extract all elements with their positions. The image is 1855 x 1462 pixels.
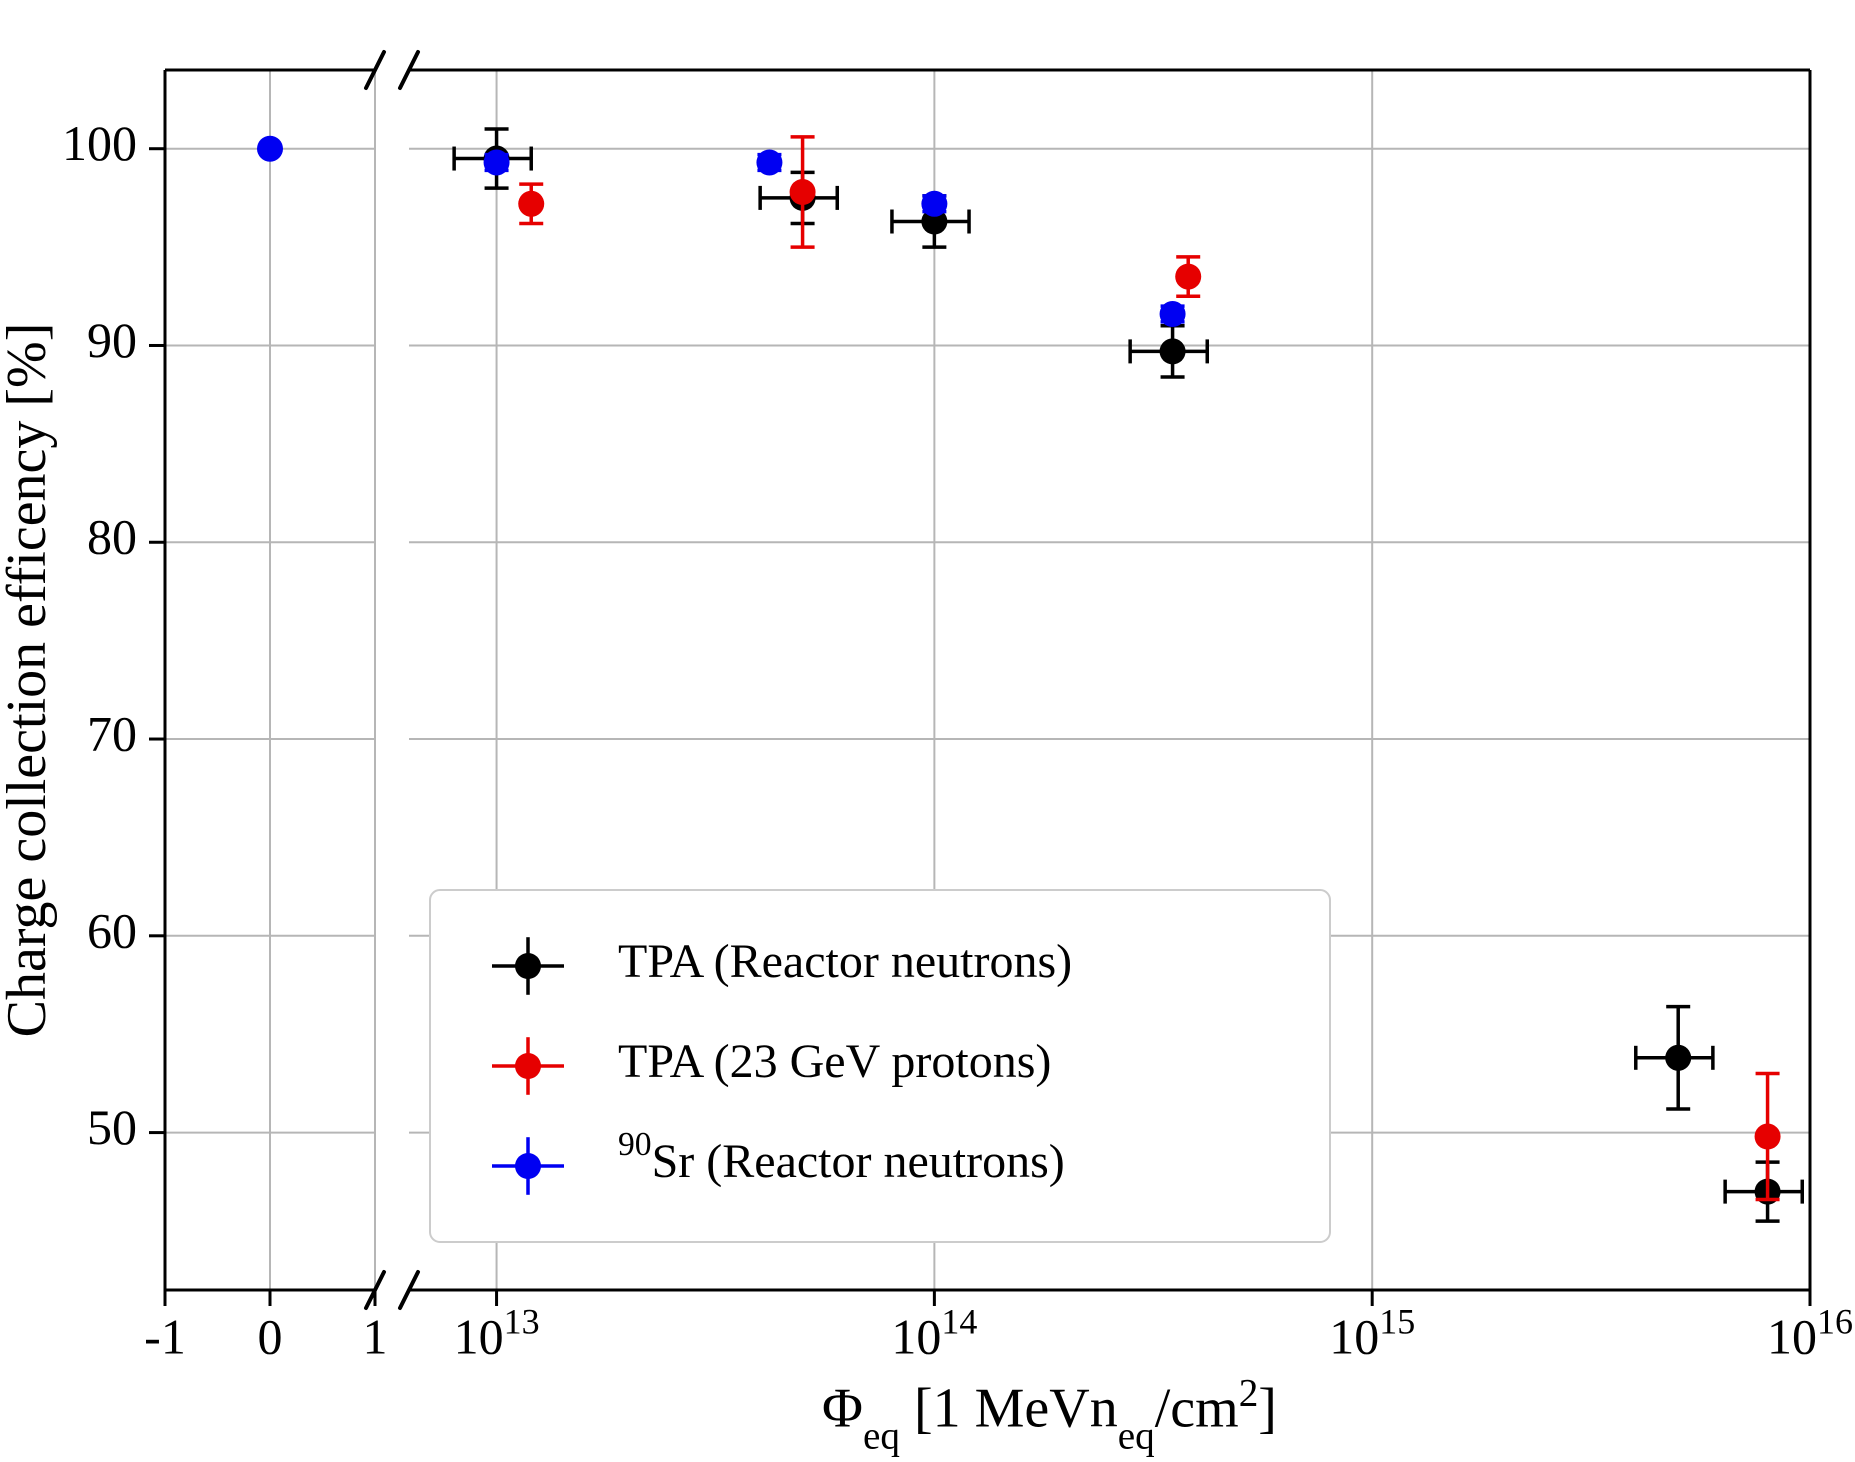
- xtick-label-left: 1: [363, 1309, 388, 1365]
- legend-label: 90Sr (Reactor neutrons): [618, 1126, 1065, 1188]
- data-point: [1755, 1124, 1781, 1150]
- data-point: [1665, 1045, 1691, 1071]
- data-point: [756, 149, 782, 175]
- data-point: [1160, 301, 1186, 327]
- data-point: [257, 136, 283, 162]
- chart-container: 5060708090100-1011013101410151016Charge …: [0, 0, 1855, 1462]
- data-point: [518, 191, 544, 217]
- y-axis-label: Charge collection efficency [%]: [0, 323, 58, 1038]
- cce-vs-fluence-chart: 5060708090100-1011013101410151016Charge …: [0, 0, 1855, 1462]
- data-point: [1160, 338, 1186, 364]
- ytick-label: 70: [87, 706, 137, 762]
- legend-label: TPA (23 GeV protons): [618, 1035, 1051, 1088]
- legend-label: TPA (Reactor neutrons): [618, 935, 1072, 988]
- legend: TPA (Reactor neutrons) TPA (23 GeV proton…: [430, 890, 1330, 1242]
- ytick-label: 100: [62, 115, 137, 171]
- ytick-label: 60: [87, 902, 137, 958]
- ytick-label: 50: [87, 1099, 137, 1155]
- data-point: [790, 179, 816, 205]
- ytick-label: 90: [87, 312, 137, 368]
- data-point: [921, 191, 947, 217]
- xtick-label-left: 0: [258, 1309, 283, 1365]
- data-point: [1175, 264, 1201, 290]
- xtick-label-left: -1: [144, 1309, 186, 1365]
- ytick-label: 80: [87, 509, 137, 565]
- data-point: [484, 149, 510, 175]
